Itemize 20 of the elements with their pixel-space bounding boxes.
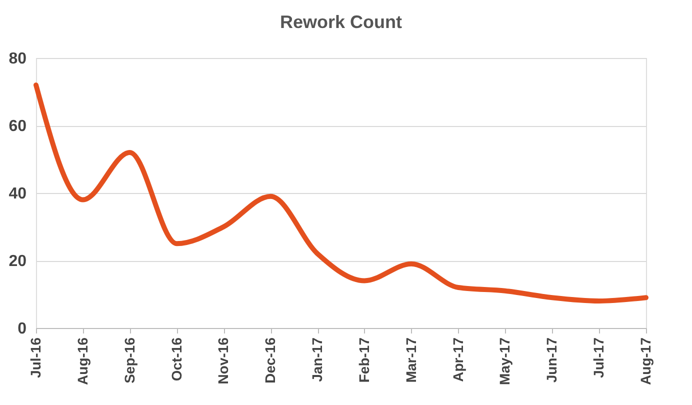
x-tick-label: May-17 — [496, 337, 513, 385]
y-tick-label: 20 — [8, 253, 27, 270]
x-tick-label: Aug-17 — [638, 337, 654, 385]
chart-title: Rework Count — [280, 12, 402, 32]
y-tick-label: 0 — [18, 320, 27, 338]
x-tick-label: Dec-16 — [262, 337, 278, 384]
x-tick-label: Feb-17 — [356, 337, 372, 383]
x-tick-label: Aug-16 — [74, 337, 90, 385]
y-tick-label: 40 — [8, 186, 27, 202]
x-tick-label: Jul-17 — [590, 337, 607, 378]
x-tick-label: Sep-16 — [121, 337, 138, 384]
x-tick-label: Oct-16 — [168, 337, 184, 382]
x-tick-label: Jul-16 — [28, 337, 44, 378]
x-tick-label: Mar-17 — [402, 337, 419, 383]
x-tick-label: Jun-17 — [544, 337, 560, 383]
y-tick-label: 60 — [8, 118, 27, 135]
x-tick-label: Nov-16 — [215, 337, 232, 384]
x-tick-label: Apr-17 — [450, 337, 466, 382]
x-tick-label: Jan-17 — [309, 337, 326, 382]
y-tick-label: 80 — [8, 50, 27, 68]
